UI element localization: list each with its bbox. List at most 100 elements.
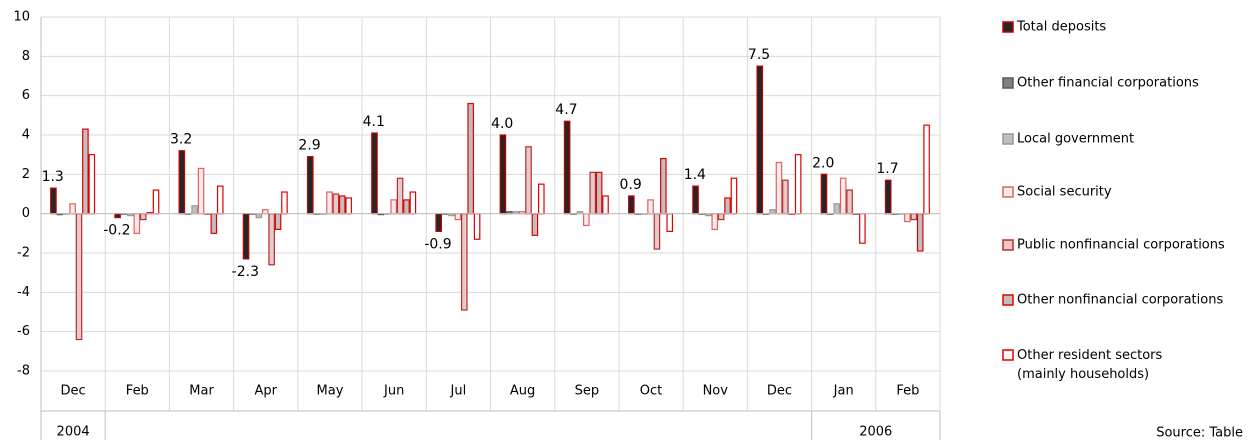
data-label: -0.2 <box>103 223 130 239</box>
data-label: 4.7 <box>555 102 577 118</box>
bar <box>345 197 352 215</box>
legend-label: Other resident sectors (mainly households… <box>1017 348 1163 382</box>
data-label: -0.9 <box>424 236 451 252</box>
bar <box>904 213 911 223</box>
year-label: 2004 <box>57 425 90 440</box>
bar <box>216 185 224 215</box>
x-tick-label: May <box>317 384 344 399</box>
bar <box>782 179 789 215</box>
bar <box>261 209 269 215</box>
bar <box>242 213 250 260</box>
x-tick-label: Aug <box>510 384 535 399</box>
x-tick-label: Mar <box>189 384 214 399</box>
bar <box>460 213 468 311</box>
year-label: 2006 <box>859 425 892 440</box>
y-tick-label: -6 <box>17 324 30 339</box>
bar <box>846 189 853 215</box>
legend-label: Public nonfinancial corporations <box>1017 238 1225 253</box>
bar <box>589 171 597 215</box>
bar <box>666 213 674 232</box>
bar <box>602 195 609 215</box>
x-tick-label: Feb <box>896 384 919 399</box>
y-tick-label: 4 <box>22 128 30 143</box>
data-label: 1.3 <box>42 169 64 185</box>
x-tick-label: Apr <box>255 384 278 399</box>
data-label: 1.7 <box>876 161 898 177</box>
bar <box>197 167 205 215</box>
bar <box>499 134 507 215</box>
y-tick-label: 0 <box>22 206 30 221</box>
bar <box>563 120 571 215</box>
legend-label: Other financial corporations <box>1017 76 1199 91</box>
legend-swatch <box>1002 239 1014 251</box>
bar <box>692 185 699 215</box>
bar <box>820 173 828 215</box>
source-note: Source: Table <box>1156 426 1243 441</box>
bar <box>114 213 121 219</box>
bar <box>50 187 57 215</box>
bar <box>139 213 147 221</box>
legend-swatch <box>1002 186 1014 198</box>
bar <box>647 199 654 215</box>
y-tick-label: 10 <box>13 10 30 25</box>
x-tick-label: Dec <box>61 384 86 399</box>
data-label: 0.9 <box>620 177 642 193</box>
bar <box>281 191 288 215</box>
y-tick-label: 2 <box>22 167 30 182</box>
bar <box>306 156 314 215</box>
bar <box>730 177 738 215</box>
bar <box>756 65 764 215</box>
y-tick-label: -8 <box>17 364 30 379</box>
bar <box>191 205 198 215</box>
bar <box>326 191 333 215</box>
bar <box>396 177 404 215</box>
bar <box>910 213 918 221</box>
bar <box>884 179 892 215</box>
bar <box>628 195 635 215</box>
bar <box>595 171 603 215</box>
y-tick-label: 6 <box>22 88 30 103</box>
legend-swatch <box>1002 294 1014 306</box>
legend-label: Social security <box>1017 185 1112 200</box>
bar <box>390 199 397 215</box>
legend-label: Total deposits <box>1016 20 1106 35</box>
legend-label: Other nonfinancial corporations <box>1017 293 1223 308</box>
bar <box>69 203 76 215</box>
bar <box>839 177 847 215</box>
x-tick-label: Feb <box>126 384 149 399</box>
x-tick-label: Dec <box>767 384 792 399</box>
bar <box>467 102 474 215</box>
bar <box>274 213 282 231</box>
bar <box>916 213 924 252</box>
y-tick-label: 8 <box>22 49 30 64</box>
bar <box>711 213 719 231</box>
bar <box>653 213 661 250</box>
bar <box>82 128 89 215</box>
legend-swatch <box>1002 21 1014 33</box>
legend-swatch <box>1002 349 1014 361</box>
bar <box>769 209 776 215</box>
data-label: -2.3 <box>232 264 259 280</box>
x-tick-label: Jan <box>833 384 854 399</box>
bar <box>724 197 731 215</box>
bar <box>403 199 410 215</box>
bar <box>717 213 725 221</box>
bar <box>133 213 141 234</box>
bar <box>923 124 930 215</box>
bar <box>88 154 96 215</box>
data-label: 3.2 <box>170 132 192 148</box>
bar <box>531 213 539 236</box>
x-tick-label: Jun <box>383 384 404 399</box>
y-tick-label: -4 <box>17 285 30 300</box>
data-label: 4.1 <box>363 114 385 130</box>
x-tick-label: Jul <box>450 384 467 399</box>
data-label: 1.4 <box>684 167 706 183</box>
data-label: 4.0 <box>491 116 513 132</box>
x-tick-label: Nov <box>703 384 729 399</box>
bar <box>268 213 275 266</box>
bar <box>454 213 462 221</box>
bar <box>152 189 160 215</box>
bar <box>775 161 783 215</box>
bar <box>435 213 442 232</box>
